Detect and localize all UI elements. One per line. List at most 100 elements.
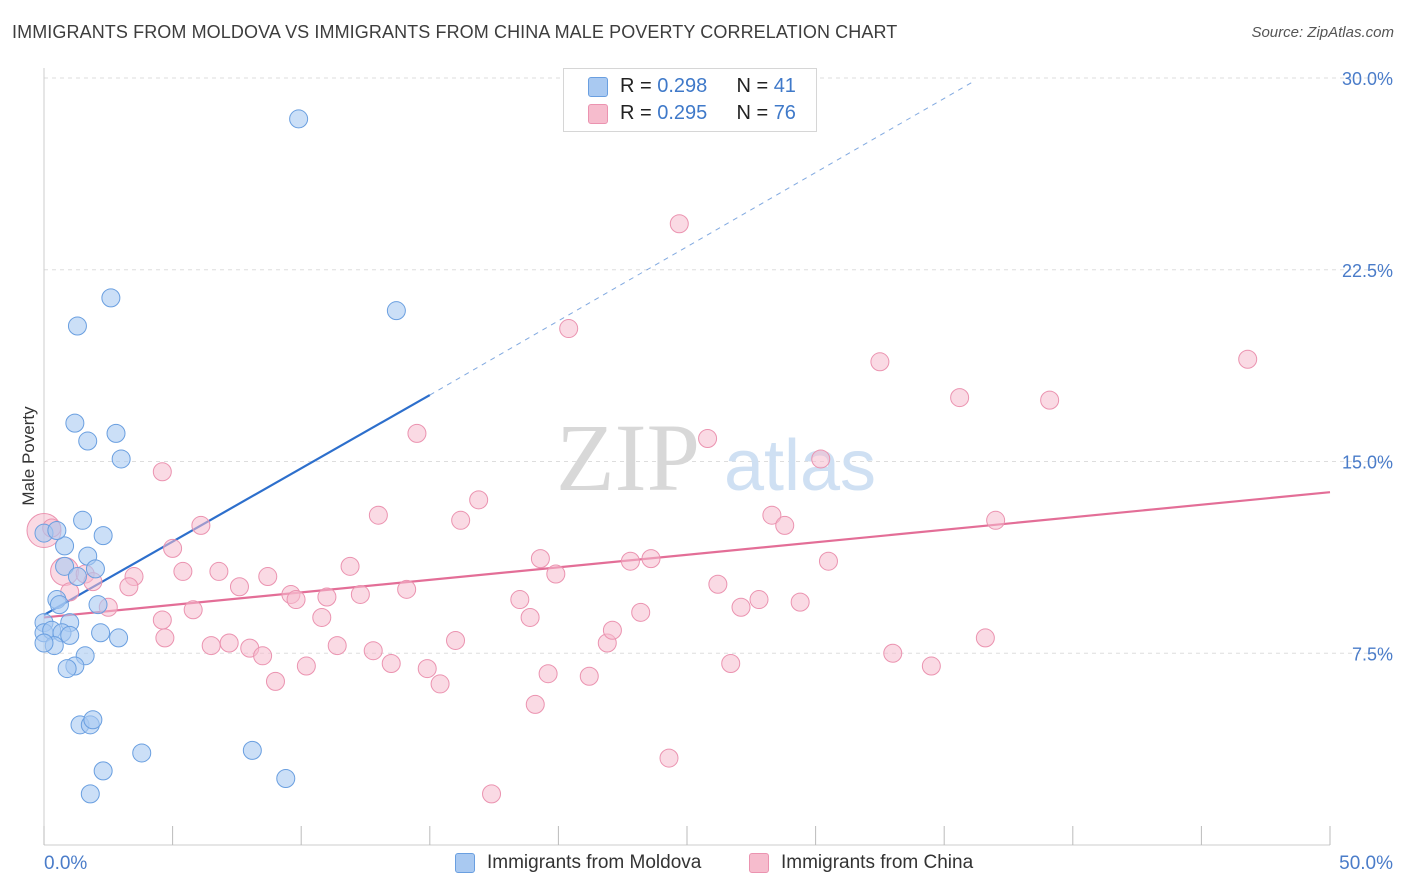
point-moldova <box>49 595 69 615</box>
point-china <box>446 630 466 650</box>
point-moldova <box>78 431 98 451</box>
legend-r-label: R = <box>620 102 658 124</box>
point-china <box>579 666 599 686</box>
point-china <box>340 556 360 576</box>
point-china <box>381 653 401 673</box>
point-china <box>546 564 566 584</box>
point-moldova <box>93 761 113 781</box>
legend-r-value-moldova: 0.298 <box>657 75 708 97</box>
point-china <box>152 462 172 482</box>
point-china <box>1238 349 1258 369</box>
point-china <box>258 567 278 587</box>
y-tick-label: 15.0% <box>1342 453 1393 473</box>
point-china <box>975 628 995 648</box>
point-china <box>163 538 183 558</box>
point-china <box>520 607 540 627</box>
point-china <box>749 590 769 610</box>
watermark-atlas: atlas <box>724 426 876 506</box>
bottom-legend-swatch-moldova <box>455 853 475 873</box>
point-china <box>870 352 890 372</box>
point-moldova <box>111 449 131 469</box>
point-china <box>119 577 139 597</box>
point-china <box>731 597 751 617</box>
x-tick-label-min: 0.0% <box>44 853 88 874</box>
point-moldova <box>106 423 126 443</box>
legend-r-value-china: 0.295 <box>657 102 708 124</box>
point-china <box>510 590 530 610</box>
point-china <box>721 653 741 673</box>
point-moldova <box>85 559 105 579</box>
point-china <box>708 574 728 594</box>
point-china <box>538 664 558 684</box>
point-moldova <box>132 743 152 763</box>
y-tick-labels: 7.5% 15.0% 22.5% 30.0% <box>1342 69 1393 664</box>
point-china <box>363 641 383 661</box>
point-moldova <box>55 536 75 556</box>
point-china <box>883 643 903 663</box>
point-china <box>631 602 651 622</box>
point-china <box>417 659 437 679</box>
axes <box>43 68 1331 846</box>
point-china <box>327 636 347 656</box>
point-china <box>368 505 388 525</box>
bottom-legend-swatch-china <box>749 853 769 873</box>
point-moldova <box>242 740 262 760</box>
point-moldova <box>386 301 406 321</box>
legend-n-value-china: 76 <box>773 102 796 124</box>
point-china <box>659 748 679 768</box>
point-china <box>469 490 489 510</box>
point-china <box>762 505 782 525</box>
point-china <box>312 607 332 627</box>
bottom-legend-label-china: Immigrants from China <box>781 852 974 873</box>
point-china <box>173 561 193 581</box>
point-china <box>811 449 831 469</box>
point-china <box>317 587 337 607</box>
point-moldova <box>57 659 77 679</box>
point-moldova <box>289 109 309 129</box>
point-moldova <box>101 288 121 308</box>
point-moldova <box>83 710 103 730</box>
point-china <box>286 590 306 610</box>
data-points <box>26 109 1258 804</box>
point-moldova <box>80 784 100 804</box>
point-china <box>559 319 579 339</box>
point-moldova <box>60 625 80 645</box>
trend-line-moldova-extension <box>429 80 976 396</box>
point-moldova <box>109 628 129 648</box>
point-china <box>155 628 175 648</box>
point-china <box>1040 390 1060 410</box>
legend-n-label: N = <box>736 102 774 124</box>
point-moldova <box>88 595 108 615</box>
point-china <box>219 633 239 653</box>
point-moldova <box>67 316 87 336</box>
legend-swatch-china <box>588 104 608 124</box>
point-china <box>183 600 203 620</box>
point-china <box>229 577 249 597</box>
point-china <box>451 510 471 530</box>
trend-line-moldova <box>43 394 431 616</box>
point-moldova <box>65 413 85 433</box>
point-moldova <box>34 633 54 653</box>
point-china <box>201 636 221 656</box>
y-tick-label: 30.0% <box>1342 69 1393 89</box>
point-moldova <box>47 521 67 541</box>
legend-swatch-moldova <box>588 77 608 97</box>
point-china <box>950 388 970 408</box>
legend-n-label: N = <box>736 75 774 97</box>
point-china <box>397 579 417 599</box>
point-moldova <box>93 526 113 546</box>
point-china <box>602 620 622 640</box>
point-china <box>350 584 370 604</box>
point-china <box>641 549 661 569</box>
gridlines <box>44 77 1392 654</box>
point-moldova <box>73 510 93 530</box>
point-china <box>296 656 316 676</box>
watermark-zip: ZIP <box>556 404 700 511</box>
point-china <box>530 549 550 569</box>
point-china <box>265 671 285 691</box>
point-moldova <box>55 556 75 576</box>
trend-lines <box>43 80 1331 619</box>
point-china <box>698 428 718 448</box>
point-china <box>525 694 545 714</box>
